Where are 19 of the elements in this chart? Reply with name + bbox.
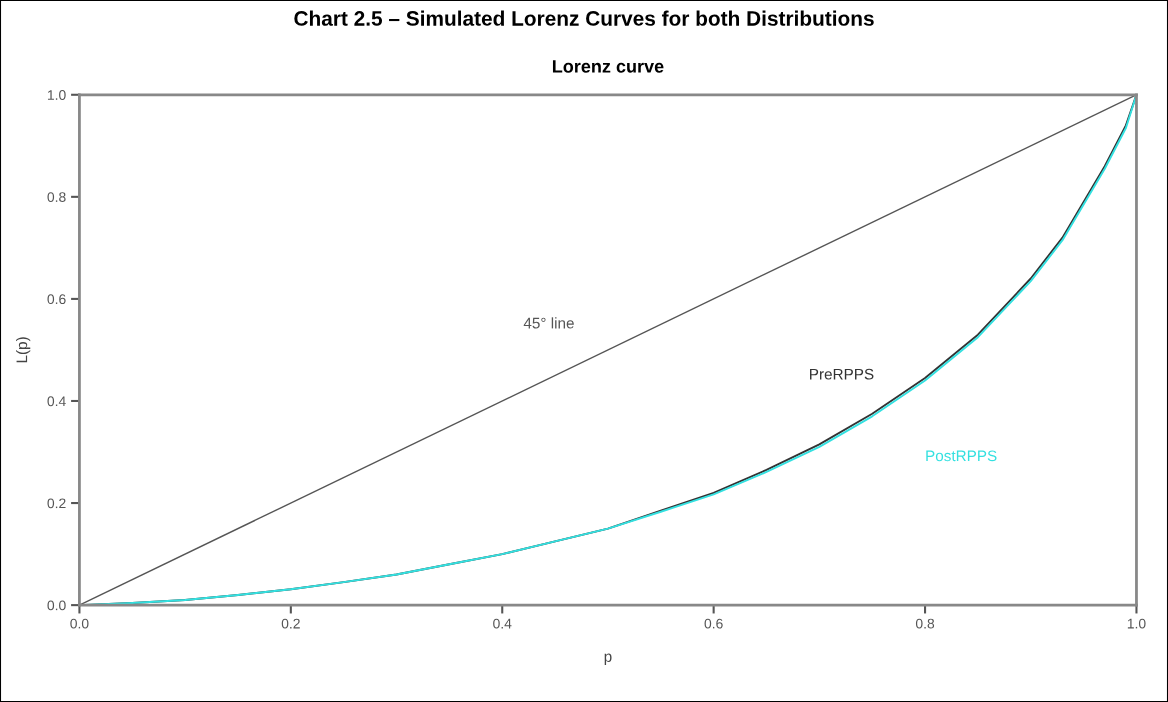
series-label: PreRPPS bbox=[810, 368, 874, 380]
y-tick-label: 0.8 bbox=[47, 192, 66, 203]
y-tick-label: 0.2 bbox=[47, 498, 66, 509]
y-tick-label: 0.0 bbox=[47, 600, 66, 611]
y-tick-label: 0.6 bbox=[47, 294, 66, 305]
x-tick-label: 0.6 bbox=[704, 618, 723, 629]
x-axis-title: p bbox=[604, 653, 612, 665]
x-tick-label: 1.0 bbox=[1127, 618, 1146, 629]
y-axis-title: L(p) bbox=[16, 337, 31, 363]
y-tick-label: 1.0 bbox=[47, 90, 66, 100]
text: 45° line bbox=[523, 317, 574, 329]
chart-subtitle: Lorenz curve bbox=[552, 60, 664, 73]
x-tick-label: 0.4 bbox=[493, 618, 512, 629]
text: PostRPPS bbox=[926, 450, 997, 462]
y-tick-label: 0.4 bbox=[47, 396, 66, 407]
chart-title: Chart 2.5 – Simulated Lorenz Curves for both Distributions bbox=[294, 10, 874, 26]
x-tick-label: 0.8 bbox=[915, 618, 935, 629]
x-tick-label: 0.0 bbox=[70, 618, 89, 629]
x-tick-label: 0.2 bbox=[281, 618, 300, 629]
